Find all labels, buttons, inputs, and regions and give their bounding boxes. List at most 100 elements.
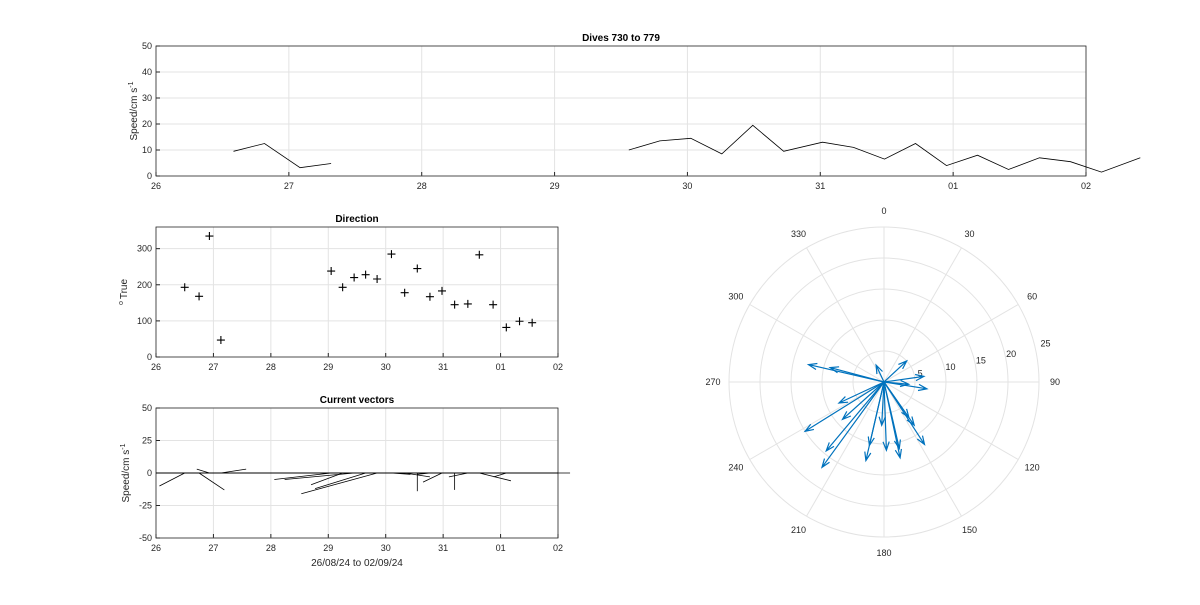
current-xtick-label: 29 xyxy=(323,543,333,553)
current-vectors-title: Current vectors xyxy=(320,395,395,406)
compass-radius-label: 20 xyxy=(1006,349,1016,359)
direction-ytick-label: 0 xyxy=(147,352,152,362)
compass-ring xyxy=(728,226,1040,538)
current-vector xyxy=(274,472,332,480)
current-xtick-label: 26 xyxy=(151,543,161,553)
compass-ring xyxy=(852,350,916,414)
direction-xtick-label: 31 xyxy=(438,362,448,372)
compass-vector-arrow xyxy=(875,363,885,383)
compass-ring xyxy=(759,257,1009,507)
speed-ytick-label: 30 xyxy=(142,93,152,103)
compass-angle-label: 210 xyxy=(791,525,806,535)
direction-point xyxy=(425,292,434,301)
direction-point xyxy=(327,267,336,276)
direction-point xyxy=(515,317,524,326)
direction-ytick-label: 100 xyxy=(137,316,152,326)
speed-plot-area xyxy=(156,46,1086,176)
compass-radius-label: 15 xyxy=(976,355,986,365)
direction-point xyxy=(350,273,359,282)
speed-plot-title: Dives 730 to 779 xyxy=(582,33,660,44)
compass-vector-arrow xyxy=(883,373,926,383)
current-ytick-label: 0 xyxy=(147,468,152,478)
speed-xtick-label: 27 xyxy=(284,181,294,191)
direction-xtick-label: 02 xyxy=(553,362,563,372)
compass-angle-label: 270 xyxy=(705,377,720,387)
direction-point xyxy=(450,300,459,309)
compass-spoke xyxy=(883,381,1019,460)
compass-angle-label: 240 xyxy=(728,463,743,473)
compass-spoke xyxy=(749,381,885,460)
current-ytick-label: -25 xyxy=(139,501,152,511)
current-xtick-label: 31 xyxy=(438,543,448,553)
current-vectors-axes: Current vectors Speed/cm s-1 26/08/24 to… xyxy=(120,395,571,569)
direction-point xyxy=(437,286,446,295)
current-xtick-label: 28 xyxy=(266,543,276,553)
compass-radius-label: 5 xyxy=(918,368,923,378)
direction-plot-ylabel: oTrue xyxy=(118,279,130,306)
current-ytick-label: 25 xyxy=(142,436,152,446)
compass-radius-label: 25 xyxy=(1040,339,1050,349)
speed-ytick-label: 50 xyxy=(142,41,152,51)
compass-vector-arrow xyxy=(803,381,885,433)
speed-series-line xyxy=(628,124,1141,173)
speed-ytick-label: 0 xyxy=(147,171,152,181)
current-ytick-label: 50 xyxy=(142,403,152,413)
direction-xtick-label: 26 xyxy=(151,362,161,372)
direction-point xyxy=(180,283,189,292)
speed-xtick-label: 31 xyxy=(815,181,825,191)
compass-spoke xyxy=(883,247,962,383)
compass-vector-arrow xyxy=(867,381,885,448)
compass-vector-arrow xyxy=(837,381,885,404)
speed-xtick-label: 29 xyxy=(550,181,560,191)
speed-xtick-label: 02 xyxy=(1081,181,1091,191)
speed-ytick-label: 40 xyxy=(142,67,152,77)
speed-axes-box xyxy=(155,45,1087,177)
compass-vector-arrow xyxy=(841,381,885,421)
current-vector xyxy=(196,468,210,474)
speed-xtick-label: 28 xyxy=(417,181,427,191)
compass-vector-arrow xyxy=(883,379,911,388)
direction-xtick-label: 28 xyxy=(266,362,276,372)
compass-vector-arrow xyxy=(883,381,901,451)
current-vector xyxy=(417,472,430,475)
current-xtick-label: 30 xyxy=(381,543,391,553)
direction-xtick-label: 30 xyxy=(381,362,391,372)
direction-point xyxy=(373,275,382,283)
compass-spoke xyxy=(806,247,885,383)
current-vector xyxy=(493,472,507,478)
compass-vector-arrow xyxy=(883,359,908,383)
compass-vector-arrow xyxy=(806,362,885,383)
compass-angle-label: 150 xyxy=(962,525,977,535)
compass-vector-arrow xyxy=(878,381,886,428)
compass-angle-label: 90 xyxy=(1050,377,1060,387)
direction-xtick-label: 01 xyxy=(496,362,506,372)
compass-axes: 0 30 60 90 120 150 180 210 240 270 300 330 5 10 15 20 25 xyxy=(705,206,1060,558)
compass-spoke xyxy=(883,304,1019,383)
direction-point xyxy=(387,250,396,259)
compass-angle-label: 330 xyxy=(791,229,806,239)
compass-angle-label: 0 xyxy=(881,206,886,216)
speed-ytick-label: 10 xyxy=(142,145,152,155)
direction-point xyxy=(475,250,484,259)
direction-point xyxy=(195,292,204,301)
direction-point xyxy=(361,270,370,279)
current-vector xyxy=(159,472,185,487)
speed-xtick-label: 01 xyxy=(948,181,958,191)
direction-plot-title: Direction xyxy=(335,214,378,225)
compass-angle-label: 120 xyxy=(1025,463,1040,473)
compass-angle-label: 60 xyxy=(1027,292,1037,302)
compass-vector-arrow xyxy=(883,381,910,420)
current-xtick-label: 02 xyxy=(553,543,563,553)
current-vector xyxy=(448,472,468,478)
current-xtick-label: 01 xyxy=(496,543,506,553)
direction-point xyxy=(489,300,498,309)
direction-point xyxy=(400,288,409,297)
direction-xtick-label: 29 xyxy=(323,362,333,372)
direction-axes-box xyxy=(155,226,559,358)
current-ytick-label: -50 xyxy=(139,533,152,543)
speed-xtick-label: 30 xyxy=(682,181,692,191)
direction-ytick-label: 300 xyxy=(137,244,152,254)
direction-axes: Direction oTrue 26 27 28 29 30 31 01 02 0 100 200 3… xyxy=(118,214,563,372)
current-vector xyxy=(422,472,443,483)
